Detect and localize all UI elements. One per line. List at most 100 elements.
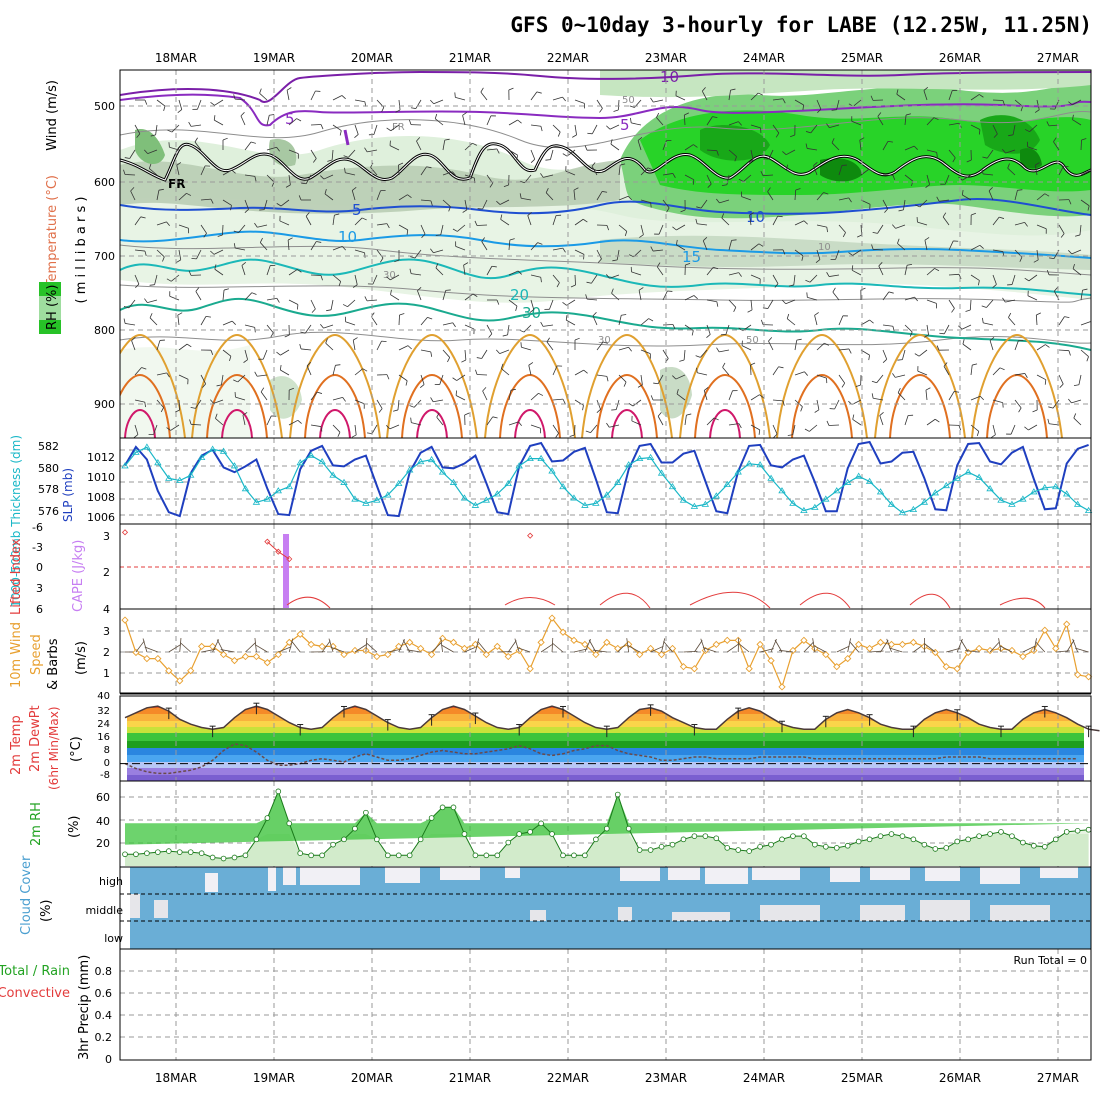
- barb-flag: [327, 159, 333, 162]
- barb-staff: [508, 299, 518, 307]
- barb-staff: [134, 216, 142, 226]
- thickness-point: [986, 485, 994, 492]
- barb-staff: [882, 324, 893, 327]
- barb-flag: [570, 284, 576, 288]
- barb-staff: [772, 366, 779, 376]
- barb-flag: [410, 417, 412, 423]
- barb-staff: [706, 299, 717, 303]
- barb-staff: [919, 199, 928, 208]
- thickness-point: [614, 478, 622, 485]
- barb-flag: [747, 309, 753, 313]
- cape-bar: [283, 534, 289, 608]
- barb-flag: [914, 353, 920, 357]
- barb-staff: [948, 149, 956, 159]
- arch-inner: [120, 373, 171, 438]
- barb-staff: [235, 98, 246, 101]
- thickness-point: [800, 506, 808, 514]
- wind-point: [154, 654, 162, 663]
- barb-staff: [618, 315, 622, 326]
- barb-flag: [361, 217, 367, 221]
- barb-staff: [244, 199, 249, 210]
- barb-staff: [728, 121, 739, 126]
- barb-staff: [416, 140, 422, 151]
- barb-flag: [848, 348, 852, 354]
- wind-barb: [965, 650, 980, 653]
- barb-flag: [1072, 114, 1074, 120]
- barb-staff: [456, 374, 466, 381]
- barb-flag: [149, 284, 155, 286]
- barb-staff: [149, 168, 158, 176]
- barb-staff: [420, 317, 428, 326]
- barb-staff: [697, 372, 708, 376]
- wind-barb: [738, 642, 750, 653]
- barb-staff: [500, 219, 510, 226]
- cloud-clear-high: [385, 867, 420, 883]
- barb-flag: [270, 332, 274, 338]
- barb-flag: [647, 167, 653, 171]
- barb-flag: [1024, 426, 1029, 431]
- wind-point: [723, 636, 731, 644]
- wind-point: [898, 640, 907, 649]
- barb-flag: [279, 364, 282, 371]
- wind-point: [340, 650, 348, 659]
- barb-staff: [482, 390, 488, 401]
- barb-staff: [552, 247, 563, 251]
- barb-flag: [202, 383, 206, 388]
- thickness-point: [252, 498, 261, 505]
- wind-barb: [288, 638, 294, 653]
- barb-flag: [1073, 384, 1079, 386]
- barb-staff: [1028, 274, 1038, 282]
- wind-point: [942, 663, 950, 671]
- barb-staff: [215, 418, 224, 426]
- contour-label: 10: [818, 242, 831, 253]
- thickness-point: [493, 490, 502, 497]
- barb-flag: [817, 108, 822, 113]
- barb-flag: [629, 254, 634, 258]
- barb-staff: [398, 194, 408, 201]
- barb-flag: [1068, 199, 1072, 205]
- barb-staff: [415, 99, 422, 109]
- barb-staff: [831, 142, 840, 151]
- thickness-point: [635, 454, 644, 462]
- barb-staff: [486, 416, 494, 426]
- rh-point: [921, 841, 928, 848]
- barb-flag: [417, 287, 422, 291]
- barb-staff: [260, 391, 268, 401]
- barb-staff: [923, 90, 928, 101]
- barb-flag: [135, 283, 140, 288]
- barb-staff: [750, 124, 761, 129]
- barb-staff: [638, 290, 642, 301]
- barb-staff: [684, 415, 687, 426]
- barb-staff: [354, 249, 365, 254]
- barb-flag: [892, 373, 896, 378]
- rh-point: [1031, 842, 1037, 849]
- barb-flag: [289, 387, 295, 391]
- barb-staff: [331, 149, 334, 160]
- barb-staff: [948, 391, 955, 401]
- rh-point: [888, 831, 895, 837]
- wind-barb: [551, 637, 554, 653]
- barb-flag: [452, 377, 457, 381]
- barb-flag: [338, 281, 342, 287]
- barb-flag: [596, 409, 601, 413]
- barb-flag: [696, 206, 702, 209]
- barb-staff: [609, 424, 620, 428]
- barb-flag: [716, 301, 719, 307]
- barb-staff: [550, 149, 554, 160]
- barb-staff: [155, 124, 158, 135]
- precip-tick: 0.8: [95, 965, 113, 978]
- wind-barb: [1072, 638, 1079, 653]
- rh-tick: 40: [96, 815, 110, 828]
- barb-flag: [175, 409, 180, 413]
- wind-barb: [1022, 645, 1036, 653]
- barb-flag: [299, 344, 302, 350]
- barb-flag: [1034, 109, 1040, 113]
- wind-point: [581, 640, 589, 649]
- thickness-point: [263, 495, 272, 502]
- barb-flag: [982, 317, 984, 323]
- barb-flag: [300, 331, 306, 334]
- lifted-index-point: [275, 548, 282, 555]
- barb-flag: [713, 417, 719, 421]
- barb-flag: [805, 143, 808, 149]
- barb-staff: [675, 374, 686, 380]
